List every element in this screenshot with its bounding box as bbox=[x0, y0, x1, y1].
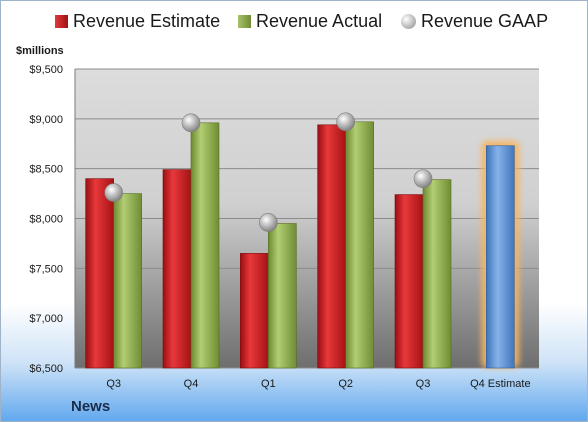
y-tick-label: $8,000 bbox=[29, 214, 63, 226]
marker-revenue-gaap bbox=[413, 169, 433, 188]
x-tick-label: Q1 bbox=[261, 378, 276, 390]
bar-revenue-actual bbox=[345, 121, 374, 369]
bar-revenue-actual bbox=[190, 122, 220, 369]
x-tick-label: Q3 bbox=[416, 378, 431, 390]
bar-q4-estimate bbox=[486, 145, 515, 369]
legend-item-revenue-gaap: Revenue GAAP bbox=[401, 11, 548, 32]
y-tick-label: $9,500 bbox=[29, 64, 63, 76]
marker-revenue-gaap bbox=[259, 213, 278, 232]
marker-revenue-gaap bbox=[104, 183, 123, 202]
x-tick-label: Q3 bbox=[106, 378, 121, 390]
legend-marker-gaap bbox=[401, 14, 416, 29]
y-tick-label: $6,500 bbox=[29, 363, 63, 375]
legend-item-revenue-actual: Revenue Actual bbox=[238, 11, 382, 32]
y-tick-label: $8,500 bbox=[29, 164, 63, 176]
y-tick-label: $7,000 bbox=[29, 313, 63, 325]
x-tick-label: Q2 bbox=[338, 378, 353, 390]
legend: Revenue Estimate Revenue Actual Revenue … bbox=[1, 11, 588, 41]
marker-revenue-gaap bbox=[181, 113, 201, 133]
bar-revenue-actual bbox=[113, 193, 142, 369]
legend-label-gaap: Revenue GAAP bbox=[421, 11, 549, 31]
legend-label-estimate: Revenue Estimate bbox=[73, 11, 221, 31]
footer-label: News bbox=[71, 398, 111, 415]
bar-revenue-estimate bbox=[85, 178, 114, 369]
x-tick-label: Q4 bbox=[184, 378, 199, 390]
legend-label-actual: Revenue Actual bbox=[256, 11, 383, 31]
bar-revenue-estimate bbox=[240, 253, 269, 369]
legend-swatch-actual bbox=[238, 15, 251, 28]
bar-revenue-estimate bbox=[394, 194, 424, 369]
bar-revenue-estimate bbox=[162, 169, 192, 369]
x-tick-label: Q4 Estimate bbox=[470, 378, 531, 390]
bar-revenue-actual bbox=[268, 223, 297, 369]
legend-item-revenue-estimate: Revenue Estimate bbox=[55, 11, 220, 32]
y-axis-unit-label: $millions bbox=[16, 45, 64, 57]
y-tick-label: $9,000 bbox=[29, 114, 63, 126]
legend-swatch-estimate bbox=[55, 15, 68, 28]
bar-revenue-actual bbox=[422, 179, 452, 369]
marker-revenue-gaap bbox=[336, 112, 355, 132]
y-tick-label: $7,500 bbox=[29, 263, 63, 275]
bar-revenue-estimate bbox=[317, 124, 346, 369]
